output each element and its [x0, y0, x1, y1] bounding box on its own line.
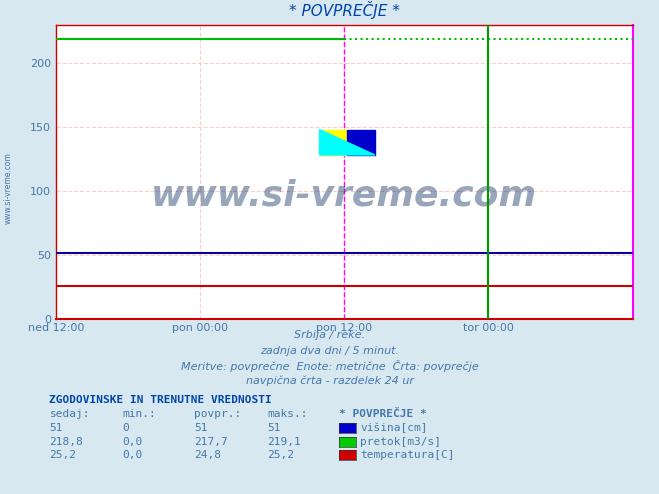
- Text: 25,2: 25,2: [267, 450, 294, 460]
- Text: 0,0: 0,0: [122, 437, 142, 447]
- Text: www.si-vreme.com: www.si-vreme.com: [3, 152, 13, 224]
- Text: 219,1: 219,1: [267, 437, 301, 447]
- Text: navpična črta - razdelek 24 ur: navpična črta - razdelek 24 ur: [246, 376, 413, 386]
- Text: 25,2: 25,2: [49, 450, 76, 460]
- Text: Meritve: povprečne  Enote: metrične  Črta: povprečje: Meritve: povprečne Enote: metrične Črta:…: [181, 360, 478, 371]
- Text: 51: 51: [49, 423, 63, 433]
- Text: 51: 51: [194, 423, 208, 433]
- Text: 24,8: 24,8: [194, 450, 221, 460]
- Text: 0: 0: [122, 423, 129, 433]
- Text: * POVPREČJE *: * POVPREČJE *: [339, 410, 427, 419]
- Text: min.:: min.:: [122, 410, 156, 419]
- Text: sedaj:: sedaj:: [49, 410, 90, 419]
- Text: 51: 51: [267, 423, 280, 433]
- Text: maks.:: maks.:: [267, 410, 307, 419]
- Text: povpr.:: povpr.:: [194, 410, 242, 419]
- Text: Srbija / reke.: Srbija / reke.: [294, 330, 365, 340]
- Text: 217,7: 217,7: [194, 437, 228, 447]
- Text: ZGODOVINSKE IN TRENUTNE VREDNOSTI: ZGODOVINSKE IN TRENUTNE VREDNOSTI: [49, 395, 272, 405]
- Text: višina[cm]: višina[cm]: [360, 422, 428, 433]
- Polygon shape: [320, 129, 375, 155]
- Text: zadnja dva dni / 5 minut.: zadnja dva dni / 5 minut.: [260, 346, 399, 356]
- Text: pretok[m3/s]: pretok[m3/s]: [360, 437, 442, 447]
- Bar: [320, 129, 347, 155]
- Text: www.si-vreme.com: www.si-vreme.com: [152, 178, 537, 212]
- Text: 218,8: 218,8: [49, 437, 83, 447]
- Text: temperatura[C]: temperatura[C]: [360, 450, 455, 460]
- Title: * POVPREČJE *: * POVPREČJE *: [289, 1, 400, 19]
- Text: 0,0: 0,0: [122, 450, 142, 460]
- Bar: [347, 129, 375, 155]
